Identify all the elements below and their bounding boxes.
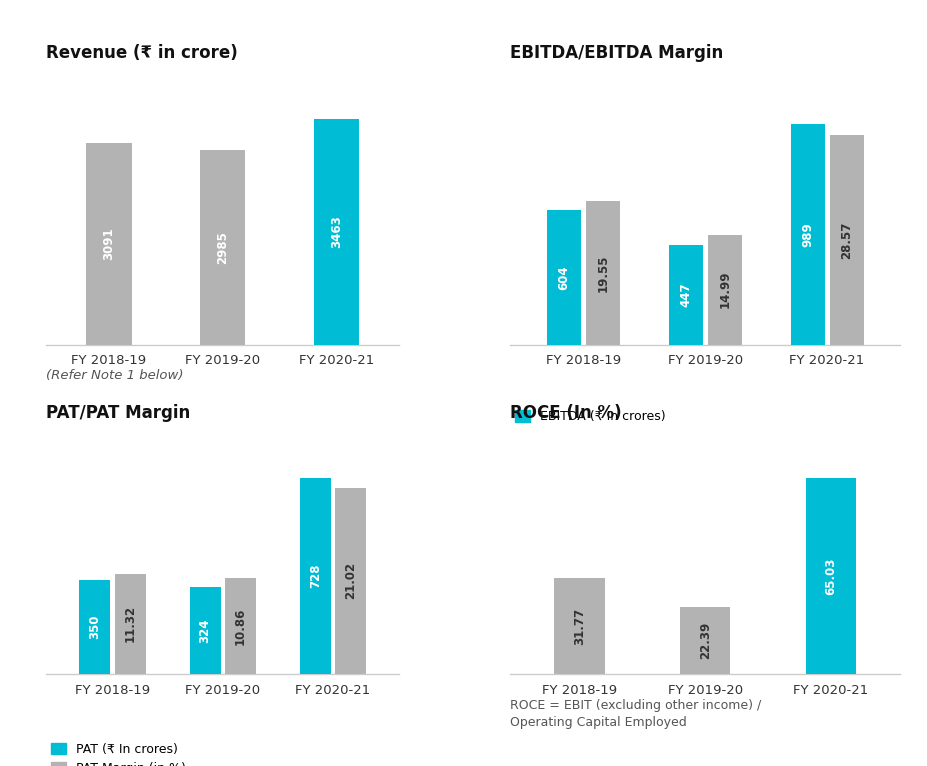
Text: 14.99: 14.99 xyxy=(717,271,730,309)
Text: 65.03: 65.03 xyxy=(823,558,836,594)
Text: 3091: 3091 xyxy=(102,228,115,260)
Text: 604: 604 xyxy=(557,265,570,290)
Bar xyxy=(335,488,365,674)
Text: 21.02: 21.02 xyxy=(344,562,357,600)
Text: 3463: 3463 xyxy=(330,215,343,248)
Bar xyxy=(585,201,619,345)
Bar xyxy=(679,607,730,674)
Bar xyxy=(553,578,604,674)
Bar xyxy=(224,578,256,674)
Text: Operating Capital Employed: Operating Capital Employed xyxy=(510,716,686,729)
Text: PAT/PAT Margin: PAT/PAT Margin xyxy=(46,404,190,422)
Text: 447: 447 xyxy=(679,283,692,307)
Text: 10.86: 10.86 xyxy=(234,607,247,645)
Bar xyxy=(546,210,580,345)
Text: 22.39: 22.39 xyxy=(698,622,711,659)
Text: 19.55: 19.55 xyxy=(596,254,609,292)
Text: 11.32: 11.32 xyxy=(123,605,136,643)
Bar xyxy=(313,119,359,345)
Text: 324: 324 xyxy=(198,618,211,643)
Bar xyxy=(668,245,702,345)
Legend: PAT (₹ In crores), PAT Margin (in %): PAT (₹ In crores), PAT Margin (in %) xyxy=(46,738,191,766)
Bar xyxy=(86,143,132,345)
Bar xyxy=(707,234,741,345)
Text: 989: 989 xyxy=(800,222,813,247)
Bar xyxy=(299,478,330,674)
Bar xyxy=(805,478,856,674)
Text: EBITDA/EBITDA Margin: EBITDA/EBITDA Margin xyxy=(510,44,723,62)
Text: 728: 728 xyxy=(309,564,322,588)
Text: (Refer Note 1 below): (Refer Note 1 below) xyxy=(46,369,184,382)
Text: 350: 350 xyxy=(88,614,101,639)
Text: 2985: 2985 xyxy=(216,231,229,264)
Bar xyxy=(199,150,246,345)
Bar xyxy=(115,574,146,674)
Text: 28.57: 28.57 xyxy=(839,221,852,259)
Bar xyxy=(790,124,824,345)
Text: ROCE = EBIT (excluding other income) /: ROCE = EBIT (excluding other income) / xyxy=(510,699,761,712)
Bar xyxy=(829,135,863,345)
Bar xyxy=(189,587,221,674)
Text: 31.77: 31.77 xyxy=(573,607,586,645)
Legend: EBITDA (₹ In crores), EBITDA Margin (in %): EBITDA (₹ In crores), EBITDA Margin (in … xyxy=(510,405,679,447)
Text: ROCE (In %): ROCE (In %) xyxy=(510,404,621,422)
Text: Revenue (₹ in crore): Revenue (₹ in crore) xyxy=(46,44,238,62)
Bar xyxy=(80,580,110,674)
